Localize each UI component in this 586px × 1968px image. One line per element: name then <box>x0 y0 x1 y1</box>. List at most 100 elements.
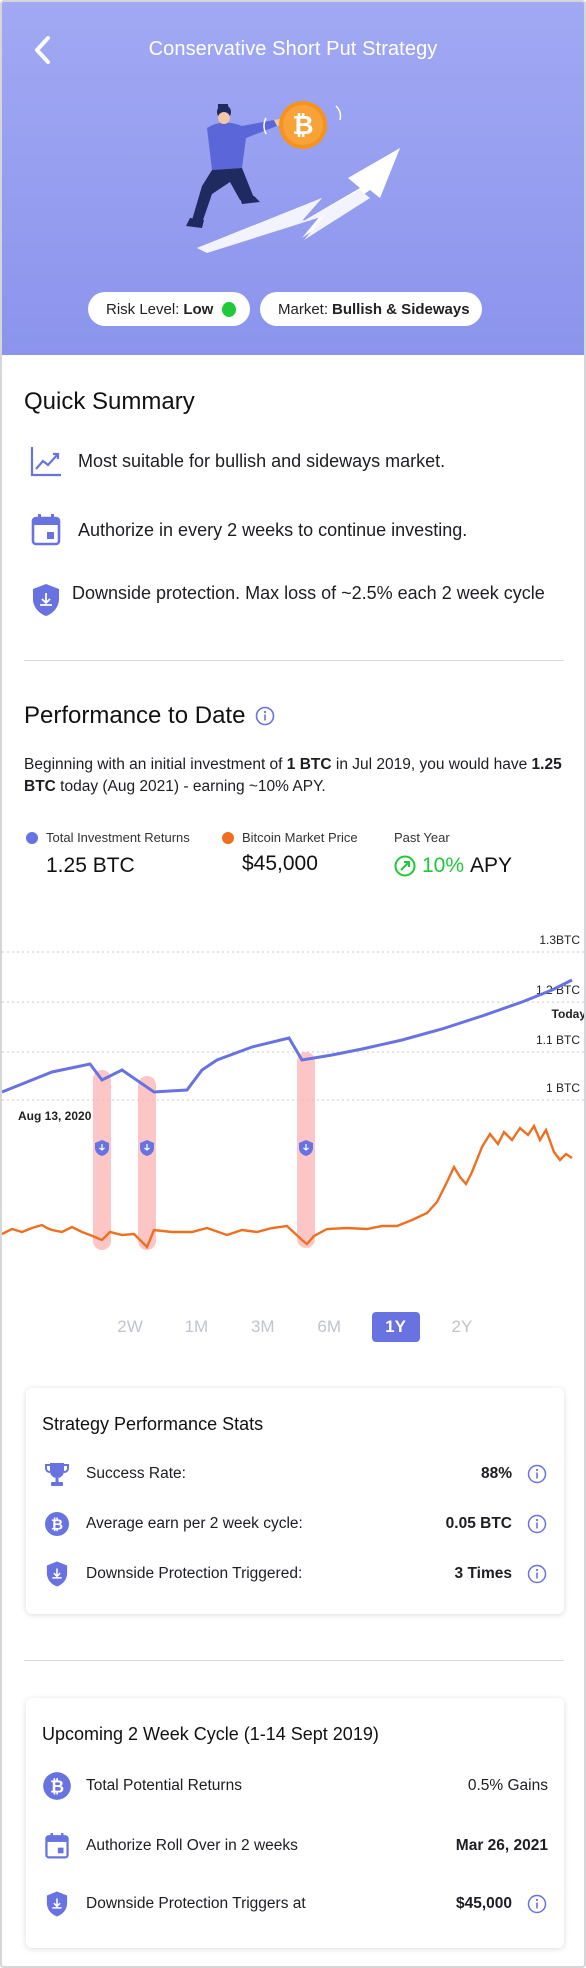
shield-download-icon <box>299 1140 313 1156</box>
legend-returns-label: Total Investment Returns <box>46 830 190 845</box>
legend-dot-price <box>222 831 234 844</box>
svg-text:₿: ₿ <box>292 110 313 140</box>
apy-unit: APY <box>470 854 513 877</box>
market-value: Bullish & Sideways <box>332 300 470 318</box>
past-year-label: Past Year <box>394 830 450 845</box>
apy-value: 10% APY <box>394 854 512 878</box>
stat-label: Downside Protection Triggered: <box>86 1565 303 1582</box>
y-tick-label: 1.3BTC <box>539 933 580 947</box>
performance-chart: 1.3BTC 1.2 BTC 1.1 BTC 1 BTC Today Aug 1… <box>2 933 584 1250</box>
info-icon[interactable] <box>526 1563 548 1585</box>
summary-item-text: Downside protection. Max loss of ~2.5% e… <box>72 583 545 603</box>
stat-value: $45,000 <box>455 1895 512 1912</box>
back-button[interactable] <box>26 34 58 66</box>
info-icon[interactable] <box>526 1513 548 1535</box>
intro-text: in Jul 2019, you would have <box>331 756 532 773</box>
quick-summary-title: Quick Summary <box>24 388 195 415</box>
strategy-stats-card: Strategy Performance Stats Success Rate:… <box>26 1388 564 1614</box>
initial-investment: 1 BTC <box>286 756 332 773</box>
shield-download-icon <box>28 582 64 618</box>
trend-up-icon <box>394 855 416 877</box>
stat-value: Mar 26, 2021 <box>455 1837 548 1854</box>
stat-row: Downside Protection Triggered: 3 Times <box>42 1558 548 1590</box>
legend-price: Bitcoin Market Price <box>222 830 358 845</box>
today-annotation: Today <box>552 1007 584 1021</box>
stat-row: Downside Protection Triggers at $45,000 <box>42 1888 548 1920</box>
stat-label: Average earn per 2 week cycle: <box>86 1515 303 1532</box>
stat-label: Success Rate: <box>86 1465 186 1482</box>
shield-download-icon <box>42 1559 72 1589</box>
card-title: Strategy Performance Stats <box>42 1414 264 1434</box>
intro-text: today (Aug 2021) - earning ~10% APY. <box>55 778 326 795</box>
calendar-icon <box>28 512 64 548</box>
stat-row: Authorize Roll Over in 2 weeks Mar 26, 2… <box>42 1830 548 1862</box>
date-annotation: Aug 13, 2020 <box>18 1109 92 1123</box>
shield-download-icon <box>42 1889 72 1919</box>
bitcoin-icon: ₿ <box>42 1771 72 1801</box>
returns-value: 1.25 BTC <box>46 854 135 877</box>
range-tab-1y[interactable]: 1Y <box>371 1312 420 1342</box>
trophy-icon <box>42 1459 72 1489</box>
stat-label: Total Potential Returns <box>86 1777 242 1794</box>
apy-percent: 10% <box>422 854 465 877</box>
price-value: $45,000 <box>242 852 318 875</box>
stat-row: Success Rate: 88% <box>42 1458 548 1490</box>
chevron-left-icon <box>35 36 50 64</box>
legend-returns: Total Investment Returns <box>26 830 190 845</box>
range-tab-6m[interactable]: 6M <box>317 1317 341 1336</box>
investor-illustration: ₿ <box>186 101 400 253</box>
summary-item-text: Authorize in every 2 weeks to continue i… <box>78 519 468 540</box>
range-tab-1m[interactable]: 1M <box>184 1317 209 1336</box>
stat-label: Authorize Roll Over in 2 weeks <box>86 1837 298 1854</box>
stat-row: ₿ Total Potential Returns 0.5% Gains <box>42 1770 548 1802</box>
series-line-price <box>2 1123 573 1250</box>
performance-title: Performance to Date <box>24 702 246 729</box>
shield-download-icon <box>140 1140 154 1156</box>
summary-item: Most suitable for bullish and sideways m… <box>28 443 445 479</box>
svg-text:₿: ₿ <box>51 1517 63 1534</box>
card-title: Upcoming 2 Week Cycle (1-14 Sept 2019) <box>42 1724 379 1744</box>
market-label: Market: <box>278 300 329 318</box>
performance-summary: Beginning with an initial investment of … <box>24 754 564 798</box>
risk-indicator-dot <box>222 301 236 317</box>
summary-item: Authorize in every 2 weeks to continue i… <box>28 512 467 548</box>
info-icon[interactable] <box>526 1893 548 1915</box>
summary-item: Downside protection. Max loss of ~2.5% e… <box>28 582 558 618</box>
protection-event-bar[interactable] <box>138 1076 156 1250</box>
legend-year: Past Year <box>394 830 450 845</box>
protection-event-bar[interactable] <box>93 1070 111 1250</box>
calendar-icon <box>42 1831 72 1861</box>
risk-level-value: Low <box>183 300 214 318</box>
current-value: 1.25 BTC <box>24 756 562 795</box>
legend-price-label: Bitcoin Market Price <box>242 830 358 845</box>
upcoming-cycle-card: Upcoming 2 Week Cycle (1-14 Sept 2019) ₿… <box>26 1698 564 1948</box>
time-range-tabs: 2W 1M 3M 6M 1Y 2Y <box>106 1312 486 1342</box>
shield-download-icon <box>95 1140 109 1156</box>
section-divider <box>24 660 564 661</box>
section-divider <box>24 1660 564 1661</box>
summary-item-text: Most suitable for bullish and sideways m… <box>78 450 446 471</box>
performance-title-row: Performance to Date <box>24 702 275 730</box>
stat-row: ₿ Average earn per 2 week cycle: 0.05 BT… <box>42 1508 548 1540</box>
strategy-header: Conservative Short Put Strategy ₿ Risk L… <box>2 2 584 355</box>
stat-value: 3 Times <box>454 1565 512 1582</box>
y-tick-label: 1.1 BTC <box>536 1033 580 1047</box>
range-tab-2w[interactable]: 2W <box>117 1317 143 1336</box>
intro-text: Beginning with an initial investment of <box>24 756 287 773</box>
range-tab-2y[interactable]: 2Y <box>451 1317 473 1336</box>
stat-value: 88% <box>480 1465 512 1482</box>
info-icon[interactable] <box>255 706 275 726</box>
chart-trend-icon <box>28 443 64 479</box>
legend-dot-returns <box>26 831 38 844</box>
series-line-returns <box>2 978 573 1094</box>
stat-value: 0.5% Gains <box>467 1777 548 1794</box>
y-tick-label: 1 BTC <box>546 1081 580 1095</box>
info-icon[interactable] <box>526 1463 548 1485</box>
bitcoin-icon: ₿ <box>42 1509 72 1539</box>
risk-level-label: Risk Level: <box>106 300 180 318</box>
market-badge: Market: Bullish & Sideways <box>260 292 482 326</box>
risk-level-badge: Risk Level: Low <box>88 292 250 326</box>
range-tab-3m[interactable]: 3M <box>250 1317 275 1336</box>
svg-text:₿: ₿ <box>50 1776 64 1796</box>
